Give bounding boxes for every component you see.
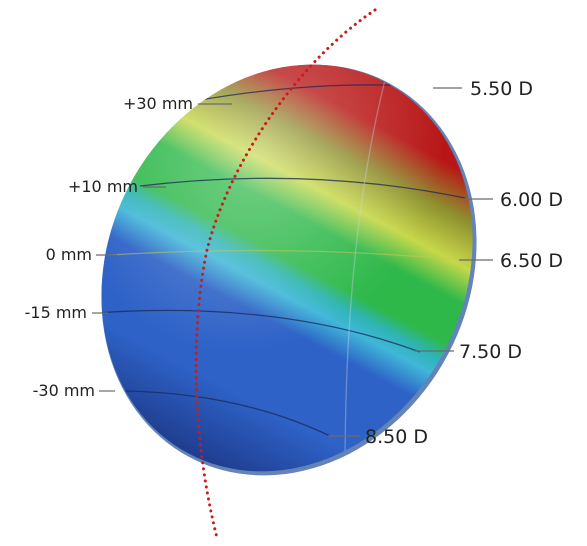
lens-highlight [101, 64, 473, 472]
grid-line-minus15mm [94, 309, 421, 353]
lens-grid [94, 79, 466, 471]
label-plus30mm: +30 mm [123, 94, 193, 113]
right-labels: 5.50 D 6.00 D 6.50 D 7.50 D 8.50 D [328, 78, 563, 448]
left-labels: +30 mm +10 mm 0 mm -15 mm -30 mm [25, 94, 232, 400]
grid-line-10mm [139, 177, 466, 199]
label-600d: 6.00 D [500, 189, 563, 211]
red-meridian-axis [194, 8, 377, 540]
label-plus10mm: +10 mm [68, 177, 138, 196]
label-650d: 6.50 D [500, 250, 563, 272]
grid-line-minus30mm [94, 390, 331, 437]
label-0mm: 0 mm [46, 245, 92, 264]
label-550d: 5.50 D [470, 78, 533, 100]
label-minus30mm: -30 mm [33, 381, 95, 400]
label-750d: 7.50 D [459, 341, 522, 363]
grid-line-0mm [109, 249, 461, 261]
grid-line-vertical-right [344, 79, 386, 471]
label-minus15mm: -15 mm [25, 303, 87, 322]
label-850d: 8.50 D [365, 426, 428, 448]
